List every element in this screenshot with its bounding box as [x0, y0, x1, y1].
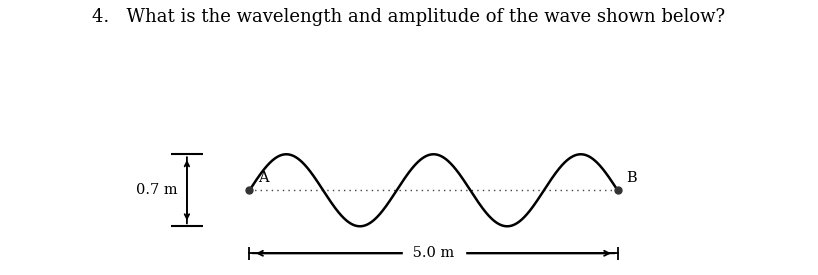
Text: A: A [258, 171, 269, 185]
Text: B: B [627, 171, 637, 185]
Text: 5.0 m: 5.0 m [408, 246, 459, 260]
Text: 0.7 m: 0.7 m [137, 183, 178, 197]
Text: 4.   What is the wavelength and amplitude of the wave shown below?: 4. What is the wavelength and amplitude … [92, 8, 726, 26]
